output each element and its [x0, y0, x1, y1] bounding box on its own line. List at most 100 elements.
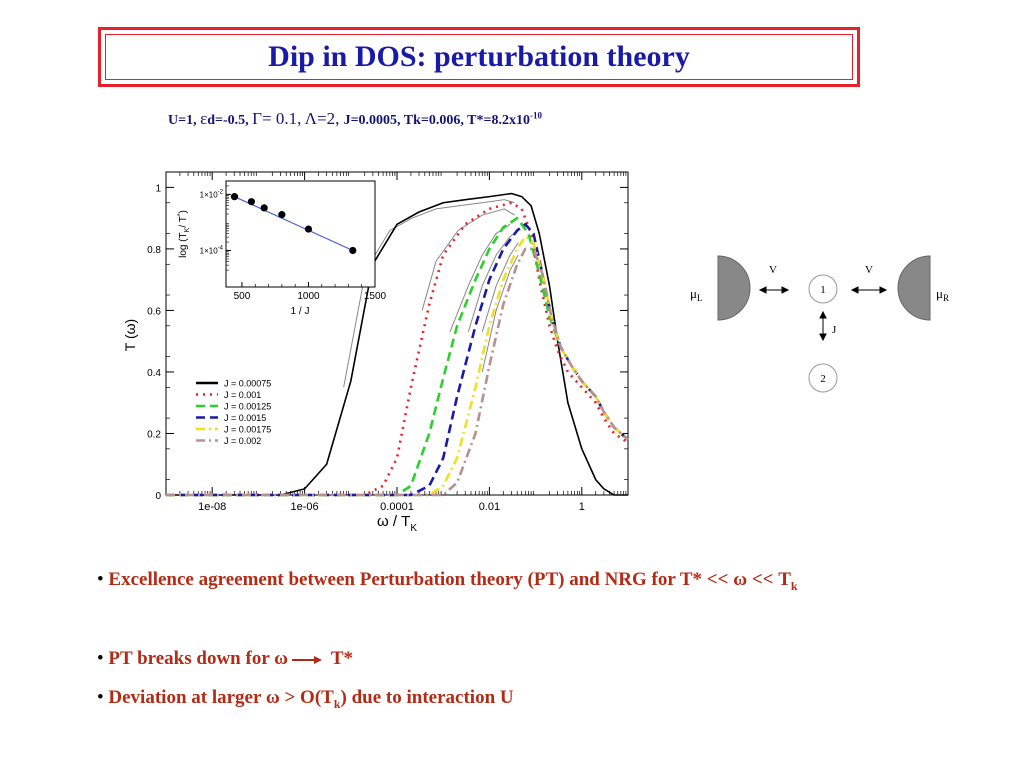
- x-tick-label: 0.0001: [380, 501, 414, 513]
- inset-x-tick-label: 1000: [297, 291, 320, 302]
- mu-left-symbol: μ: [690, 286, 697, 301]
- param-exponent: -10: [529, 110, 542, 121]
- bullet-3-sub: k: [333, 696, 341, 711]
- param-gamma-value: = 0.1,: [262, 109, 305, 128]
- mu-left-sub: L: [697, 293, 703, 303]
- dot-2-icon: [808, 363, 838, 393]
- inset-fit-line: [234, 196, 354, 252]
- bullet-2-text: PT breaks down for: [108, 648, 275, 669]
- bullet-1-text: Excellence agreement between Perturbatio…: [108, 569, 734, 590]
- bullet-3-mid: > O(T: [279, 687, 334, 708]
- inset-plot-frame: [225, 180, 376, 288]
- bullet-3-tail: ) due to interaction U: [340, 687, 514, 708]
- bullet-breakdown: • PT breaks down for ω T*: [97, 648, 353, 670]
- slide-title: Dip in DOS: perturbation theory: [268, 40, 690, 73]
- inset-point-5: [304, 225, 313, 233]
- right-arrow-icon: [292, 655, 323, 664]
- y-tick-label: 0: [155, 491, 161, 502]
- param-lambda-value: =2,: [316, 109, 344, 128]
- inset-point-3: [260, 204, 268, 212]
- legend-label-2: J = 0.001: [224, 390, 261, 400]
- bullet-agreement: • Excellence agreement between Perturbat…: [97, 568, 897, 598]
- pt-curve-4: [467, 230, 519, 333]
- inset-y-tick-label: 1×10-4: [200, 245, 224, 255]
- main-curves: [166, 192, 629, 497]
- main-xlabel-main: ω / T: [377, 513, 410, 530]
- y-tick-label: 0.2: [147, 429, 161, 440]
- inset-point-4: [278, 211, 286, 219]
- y-tick-label: 1: [155, 183, 161, 194]
- y-tick-label: 0.4: [147, 368, 161, 379]
- series-line-2: [166, 201, 629, 497]
- pt-curve-6: [481, 254, 519, 373]
- bullet-dot: •: [97, 648, 109, 669]
- x-tick-label: 1: [579, 501, 585, 513]
- legend-label-5: J = 0.00175: [224, 425, 271, 435]
- param-gamma-symbol: Γ: [252, 109, 262, 128]
- bullet-1-tail: << T: [747, 569, 791, 590]
- inset-ylabel-tail: / T: [178, 216, 189, 227]
- main-axes: 1e-08 1e-06 0.0001 0.01 1 0 0.2 0.4 0.6 0.8 1: [147, 171, 628, 513]
- mu-left-label: μL: [690, 286, 702, 303]
- mu-right-label: μR: [936, 286, 949, 303]
- dot-1-icon: [808, 274, 838, 304]
- title-inner-frame: Dip in DOS: perturbation theory: [105, 34, 853, 80]
- pt-curve-5: [481, 242, 519, 333]
- arrow-right-icon: [850, 286, 888, 294]
- lead-left-icon: [717, 255, 751, 321]
- legend-label-6: J = 0.002: [224, 436, 261, 446]
- main-xlabel-sub: K: [410, 523, 417, 534]
- legend-label-4: J = 0.0015: [224, 413, 266, 423]
- inset-ylabel-sup: *: [177, 213, 184, 216]
- inset-point-1: [230, 193, 239, 201]
- inset-y-tick-label: 1×10-2: [200, 189, 224, 199]
- inset-plot: 500 1000 1500 1×10-2 1×10-4: [200, 180, 387, 302]
- v-right-label: V: [865, 264, 873, 276]
- y-tick-label: 0.6: [147, 306, 161, 317]
- param-lambda-symbol: Λ: [304, 109, 317, 128]
- bullet-3-text: Deviation at larger: [108, 687, 266, 708]
- mu-right-sub: R: [943, 293, 949, 303]
- main-xlabel: ω / TK: [377, 513, 417, 534]
- bullet-1-sub: k: [790, 578, 798, 593]
- pt-curve-2: [421, 208, 515, 311]
- j-label: J: [832, 324, 837, 336]
- x-tick-label: 1e-08: [198, 501, 226, 513]
- bullet-dot: •: [97, 687, 109, 708]
- param-epsilon-symbol: ε: [200, 109, 208, 128]
- main-ylabel: T (ω): [122, 319, 138, 351]
- inset-x-tick-label: 500: [234, 291, 251, 302]
- parameter-line: U=1, εd=-0.5, Γ= 0.1, Λ=2, J=0.0005, Tk=…: [168, 109, 542, 129]
- v-left-label: V: [769, 264, 777, 276]
- y-tick-label: 0.8: [147, 245, 161, 256]
- dot-2-label: 2: [820, 373, 826, 385]
- arrow-left-icon: [758, 286, 790, 294]
- param-rest: J=0.0005, Tk=0.006, T*=8.2x10: [343, 113, 530, 128]
- inset-ylabel: log (TK/ T*): [177, 210, 191, 258]
- legend-label-3: J = 0.00125: [224, 402, 271, 412]
- bullet-2-tail: T*: [326, 648, 353, 669]
- dot-diagram: μL μR V V J 1 2: [690, 255, 949, 393]
- series-line-1: [166, 192, 628, 496]
- inset-point-2: [247, 198, 256, 206]
- param-u: U=1,: [168, 113, 201, 128]
- inset-xlabel: 1 / J: [291, 306, 310, 317]
- x-tick-label: 0.01: [479, 501, 500, 513]
- bullet-2-omega: ω: [274, 648, 289, 669]
- bullet-dot: •: [97, 569, 109, 590]
- dot-1-label: 1: [820, 284, 826, 296]
- x-tick-label: 1e-06: [291, 501, 319, 513]
- inset-ylabel-close: ): [178, 210, 189, 213]
- arrow-j-icon: [819, 310, 827, 342]
- pt-curve-3: [449, 223, 511, 333]
- mu-right-symbol: μ: [936, 286, 943, 301]
- inset-point-6: [349, 246, 357, 255]
- inset-ylabel-main: log (T: [178, 232, 189, 258]
- legend-label-1: J = 0.00075: [224, 379, 271, 389]
- inset-ylabel-sub: K: [184, 227, 191, 232]
- bullet-3-omega: ω: [265, 687, 280, 708]
- bullet-1-omega: ω: [733, 569, 748, 590]
- inset-x-tick-label: 1500: [364, 291, 387, 302]
- bullet-deviation: • Deviation at larger ω > O(Tk) due to i…: [97, 687, 514, 712]
